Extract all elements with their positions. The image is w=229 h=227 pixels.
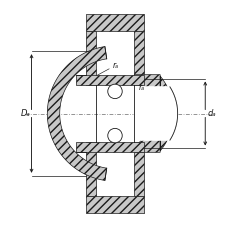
Bar (86, 31, 95, 85)
Bar (86, 142, 95, 196)
Text: dₐ: dₐ (206, 109, 215, 118)
Bar (134, 31, 143, 85)
Circle shape (107, 128, 122, 143)
Polygon shape (75, 142, 143, 152)
Polygon shape (134, 87, 177, 140)
Polygon shape (75, 75, 143, 85)
Bar (86, 14, 143, 31)
Circle shape (107, 84, 122, 99)
Bar (134, 142, 143, 196)
Polygon shape (47, 47, 106, 180)
Text: rₐ: rₐ (112, 61, 118, 70)
Text: rₐ: rₐ (138, 83, 144, 92)
Bar (86, 196, 143, 213)
Polygon shape (134, 75, 177, 152)
Text: Dₐ: Dₐ (20, 109, 30, 118)
